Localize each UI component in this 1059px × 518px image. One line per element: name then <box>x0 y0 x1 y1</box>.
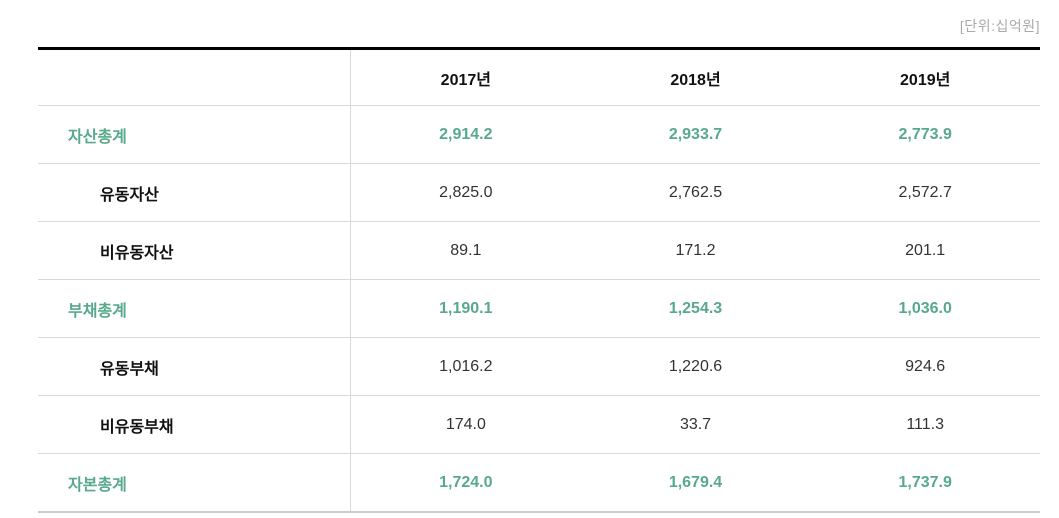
row-value: 2,825.0 <box>439 183 493 201</box>
row-value: 1,036.0 <box>898 299 952 317</box>
table-header-row: 2017년 2018년 2019년 <box>38 50 1040 106</box>
row-value: 33.7 <box>679 415 712 433</box>
row-value: 1,724.0 <box>439 473 493 491</box>
row-value: 924.6 <box>905 357 946 375</box>
row-label: 부채총계 <box>38 280 351 337</box>
row-value: 201.1 <box>905 241 946 259</box>
row-value: 2,933.7 <box>668 125 723 143</box>
row-label: 유동자산 <box>38 164 351 221</box>
row-value: 2,762.5 <box>668 183 723 201</box>
row-value: 2,773.9 <box>898 125 952 143</box>
column-header-2018: 2018년 <box>670 71 721 89</box>
table-row-sub: 비유동부채 174.0 33.7 111.3 <box>38 396 1040 454</box>
table-row-total: 자산총계 2,914.2 2,933.7 2,773.9 <box>38 106 1040 164</box>
column-header-2019: 2019년 <box>900 71 951 89</box>
header-empty-cell <box>38 50 351 105</box>
table-row-sub: 유동부채 1,016.2 1,220.6 924.6 <box>38 338 1040 396</box>
row-label: 자산총계 <box>38 106 351 163</box>
row-value: 1,679.4 <box>668 473 723 491</box>
row-value: 1,220.6 <box>668 357 723 375</box>
row-value: 1,016.2 <box>439 357 493 375</box>
row-label: 유동부채 <box>38 338 351 395</box>
row-value: 1,737.9 <box>898 473 952 491</box>
table-row-total: 부채총계 1,190.1 1,254.3 1,036.0 <box>38 280 1040 338</box>
table-row-sub: 유동자산 2,825.0 2,762.5 2,572.7 <box>38 164 1040 222</box>
row-label: 비유동자산 <box>38 222 351 279</box>
row-value: 89.1 <box>450 241 482 259</box>
table-row-total: 자본총계 1,724.0 1,679.4 1,737.9 <box>38 454 1040 513</box>
row-value: 1,254.3 <box>668 299 723 317</box>
column-header-2017: 2017년 <box>440 71 491 89</box>
row-value: 1,190.1 <box>439 299 493 317</box>
row-label: 자본총계 <box>38 454 351 511</box>
table-body: 자산총계 2,914.2 2,933.7 2,773.9 유동자산 2,825.0 2,76… <box>38 106 1040 513</box>
financial-position-table: 2017년 2018년 2019년 자산총계 2,914.2 2,933.7 2,77… <box>38 47 1040 513</box>
row-label: 비유동부채 <box>38 396 351 453</box>
row-value: 111.3 <box>906 415 945 433</box>
row-value: 2,572.7 <box>898 183 952 201</box>
row-value: 171.2 <box>675 241 716 259</box>
row-value: 174.0 <box>445 415 486 433</box>
unit-label: [단위:십억원] <box>959 18 1040 34</box>
table-row-sub: 비유동자산 89.1 171.2 201.1 <box>38 222 1040 280</box>
row-value: 2,914.2 <box>439 125 493 143</box>
